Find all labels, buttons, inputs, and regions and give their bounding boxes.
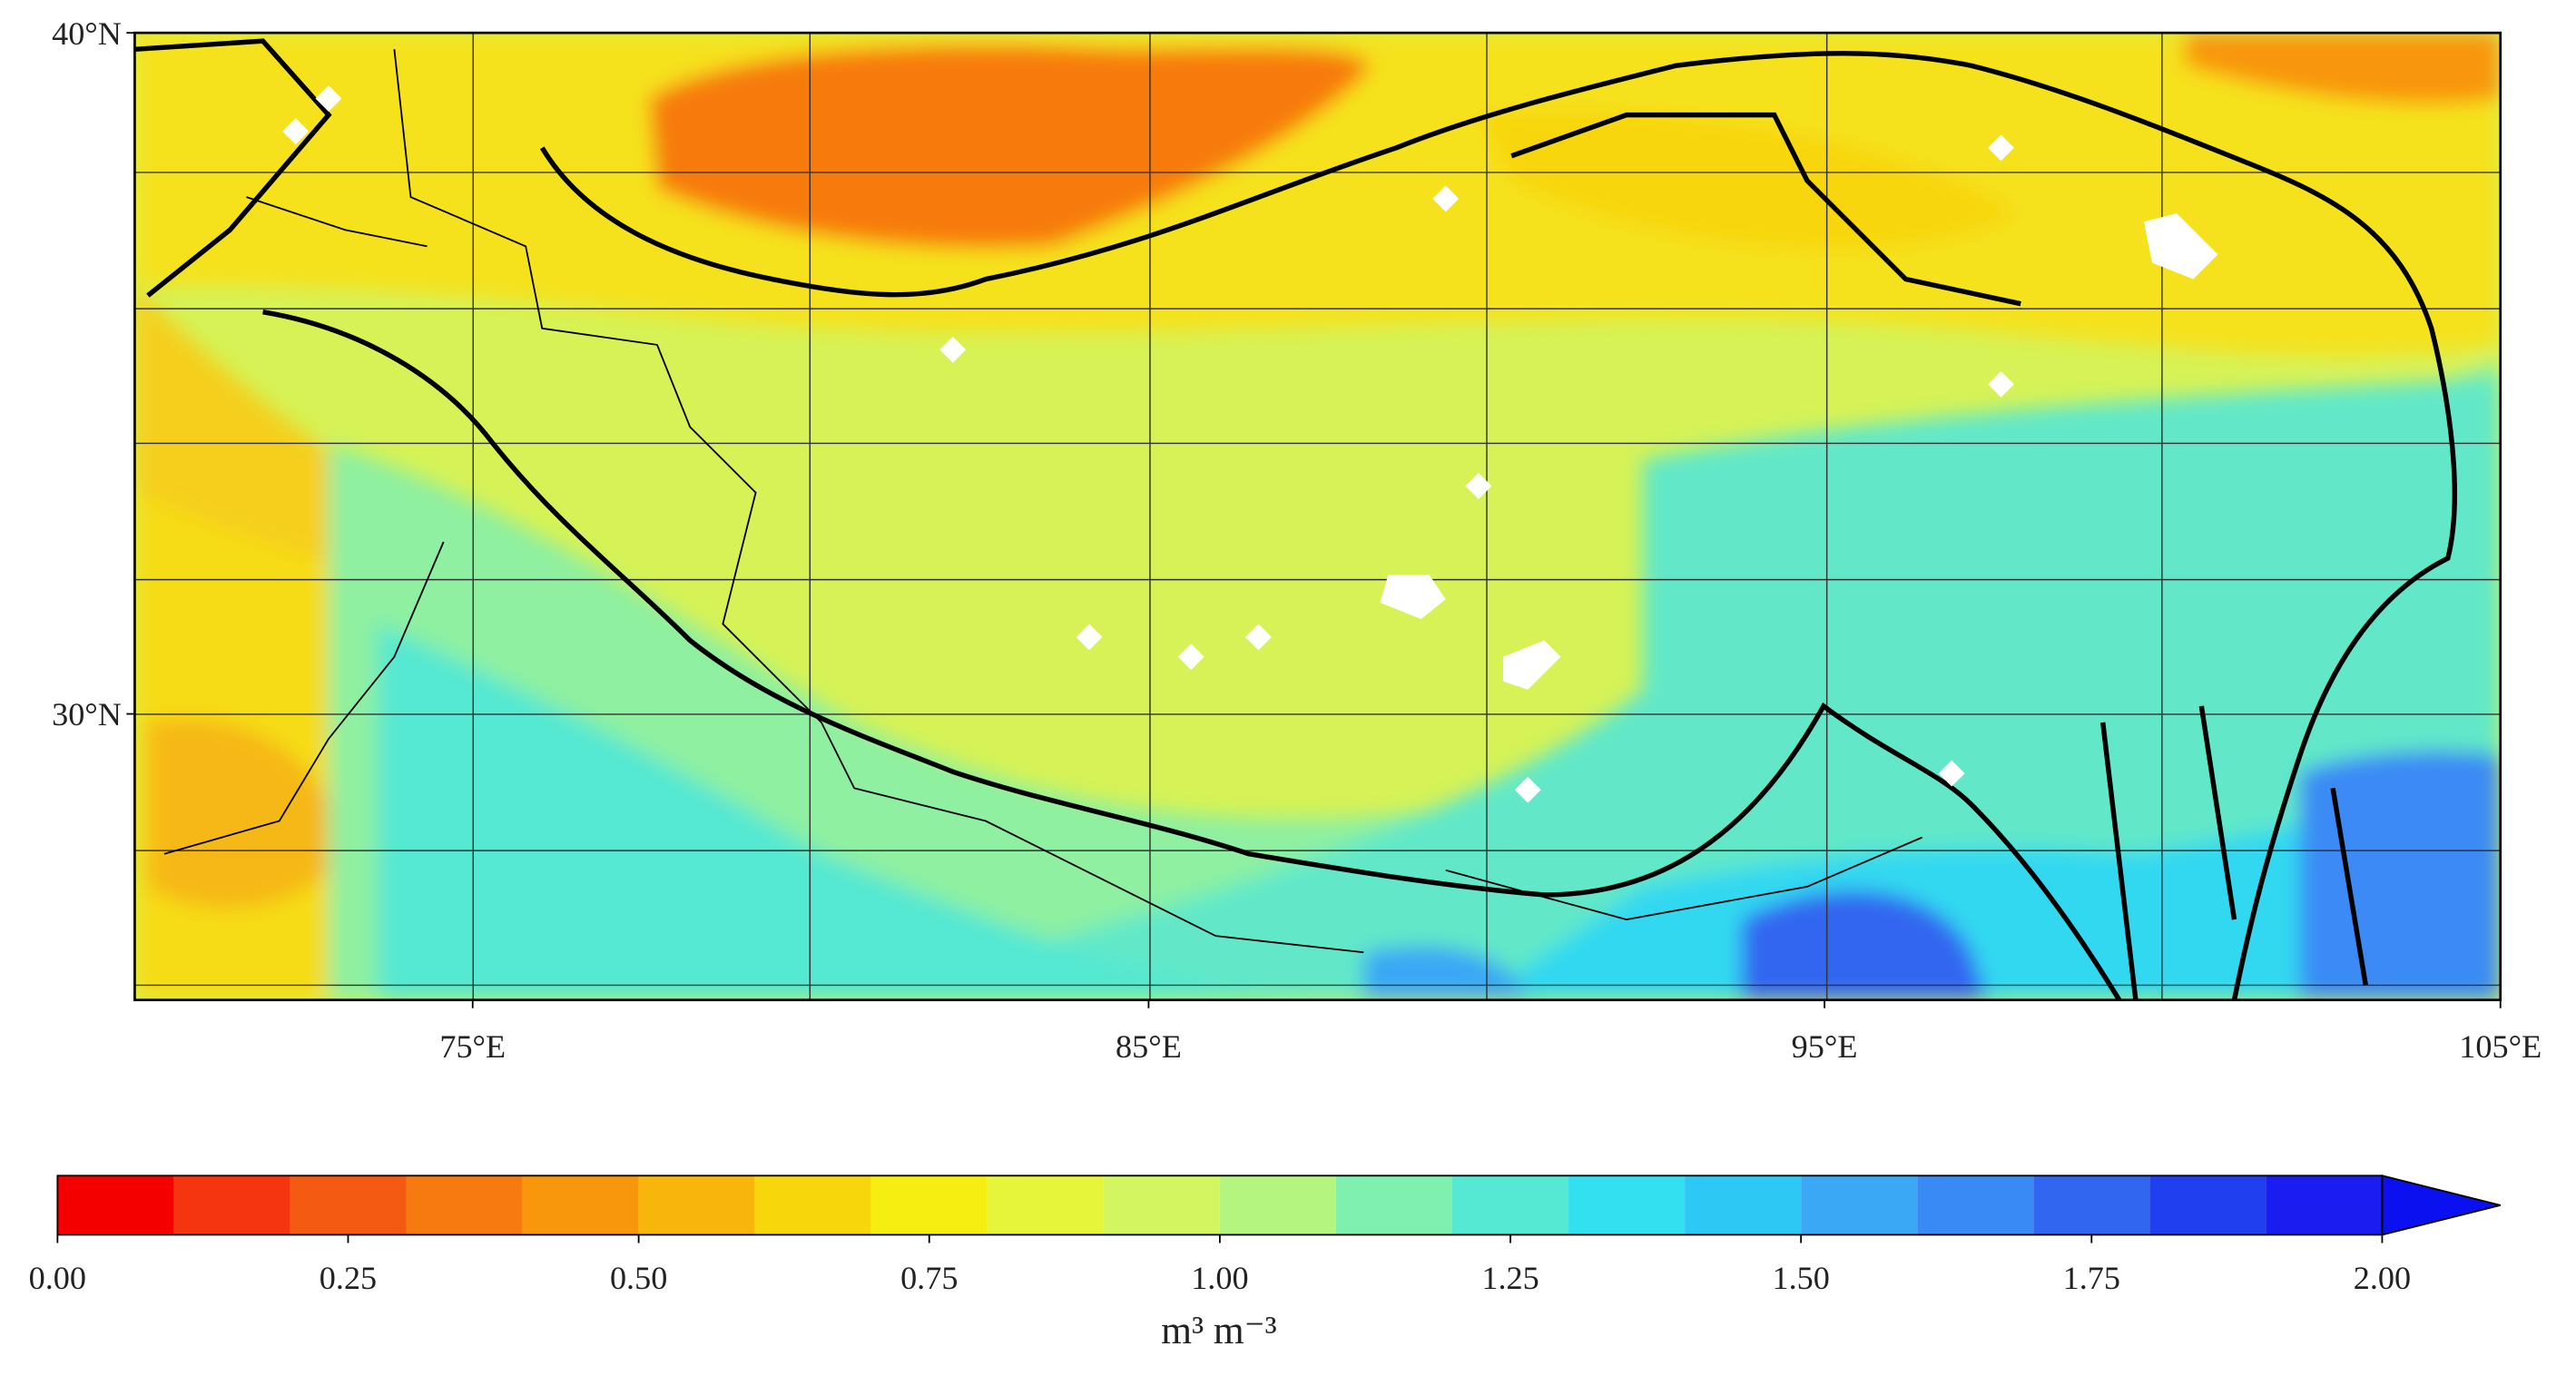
colorbar-segment [1335,1175,1452,1235]
x-tick-label: 95°E [1792,1028,1858,1065]
colorbar-segment [2149,1175,2266,1235]
colorbar-segment [2033,1175,2150,1235]
colorbar-segment [406,1175,523,1235]
colorbar-segment [522,1175,639,1235]
x-tick-label: 85°E [1116,1028,1182,1065]
x-tick-label: 75°E [439,1028,506,1065]
x-tick-label: 105°E [2459,1028,2542,1065]
colorbar-tick-label: 1.25 [1481,1260,1539,1296]
colorbar-segment [173,1175,290,1235]
colorbar-tick-label: 0.75 [900,1260,958,1296]
colorbar-segment [1451,1175,1569,1235]
colorbar-segment [1917,1175,2034,1235]
colorbar-segment [987,1175,1104,1235]
colorbar-label: m³ m⁻³ [1161,1309,1276,1352]
colorbar-segment [290,1175,407,1235]
colorbar-tick-label: 1.50 [1772,1260,1829,1296]
colorbar-tick-label: 0.25 [320,1260,377,1296]
colorbar-segment [1568,1175,1686,1235]
colorbar-segment [870,1175,988,1235]
colorbar-tick-label: 2.00 [2354,1260,2411,1296]
coastline-contours [134,38,2458,1000]
map-frame [133,31,2502,1002]
colorbar-tick-label: 1.00 [1191,1260,1248,1296]
colorbar-tick-label: 0.50 [610,1260,667,1296]
colorbar-segment [1801,1175,1918,1235]
soil-moisture-field [134,33,2501,1000]
graticule [134,33,2501,1000]
y-tick-label: 30°N [52,696,122,732]
colorbar: 0.00 0.25 0.50 0.75 1.00 1.25 1.50 1.75 2.00 m³ m… [29,1175,2501,1352]
colorbar-segment [754,1175,871,1235]
colorbar-segment [1103,1175,1220,1235]
colorbar-segment [638,1175,755,1235]
colorbar-extension [2381,1175,2501,1236]
axes-labels: 75°E 85°E 95°E 105°E 40°N 30°N [52,15,2542,1065]
colorbar-tick-label: 0.00 [29,1260,86,1296]
colorbar-segment [1685,1175,1802,1235]
colorbar-segment [57,1175,174,1235]
colorbar-segment [2266,1175,2383,1235]
y-tick-label: 40°N [52,15,122,52]
colorbar-tick-label: 1.75 [2063,1260,2120,1296]
colorbar-segment [1219,1175,1336,1235]
